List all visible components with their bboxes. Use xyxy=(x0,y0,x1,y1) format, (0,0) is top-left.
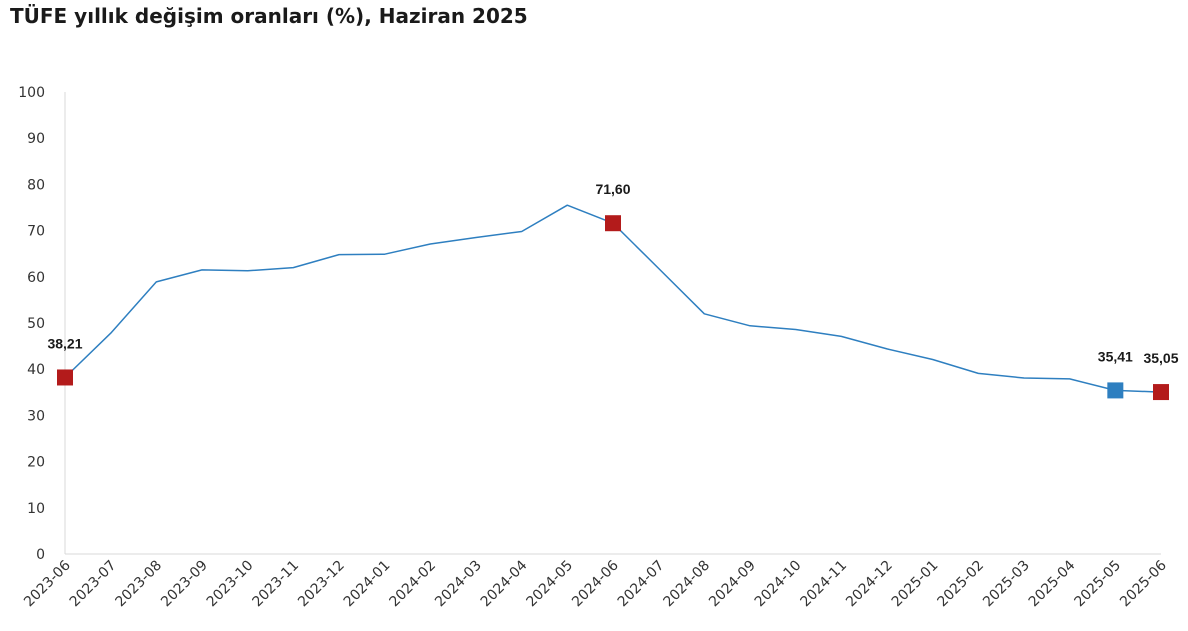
data-point xyxy=(338,253,341,256)
data-point xyxy=(292,266,295,269)
highlight-marker xyxy=(1107,382,1124,399)
data-point xyxy=(383,253,386,256)
x-tick-label: 2024-03 xyxy=(432,558,485,611)
x-tick-label: 2024-11 xyxy=(797,558,850,611)
x-tick-label: 2025-02 xyxy=(934,558,987,611)
series-layer xyxy=(64,204,1162,393)
x-tick-label: 2024-08 xyxy=(660,558,713,611)
data-point xyxy=(1023,376,1026,379)
data-point xyxy=(840,335,843,338)
x-tick-label: 2024-05 xyxy=(523,558,576,611)
data-point xyxy=(703,312,706,315)
x-tick-label: 2025-01 xyxy=(889,558,942,611)
data-point xyxy=(886,347,889,350)
data-label-layer: 38,21 71,60 35,41 35,05 xyxy=(47,181,1178,366)
y-tick-label: 30 xyxy=(27,408,45,424)
x-tick-label: 2023-12 xyxy=(295,558,348,611)
y-tick-label: 60 xyxy=(27,270,45,286)
data-point xyxy=(931,358,934,361)
x-tick-label: 2024-10 xyxy=(752,558,805,611)
data-point xyxy=(566,204,569,207)
highlight-marker xyxy=(57,369,73,386)
x-tick-label: 2024-06 xyxy=(569,557,622,610)
highlight-marker xyxy=(605,215,621,232)
data-point xyxy=(794,328,797,331)
data-point xyxy=(475,236,478,239)
data-point xyxy=(977,372,980,375)
marker-layer xyxy=(57,215,1169,401)
y-tick-label: 20 xyxy=(27,455,45,471)
y-tick-label: 40 xyxy=(27,362,45,378)
data-point xyxy=(749,324,752,327)
chart-title: TÜFE yıllık değişim oranları (%), Hazira… xyxy=(10,4,528,28)
x-tick-label: 2023-08 xyxy=(112,558,165,611)
x-tick-label: 2024-09 xyxy=(706,558,759,611)
highlight-marker xyxy=(1153,384,1169,401)
x-tick-label: 2023-10 xyxy=(204,558,257,611)
x-tick-label: 2025-04 xyxy=(1026,557,1079,610)
x-axis-ticks: 2023-062023-072023-082023-092023-102023-… xyxy=(21,557,1170,610)
series-line xyxy=(64,204,1162,393)
y-tick-label: 80 xyxy=(27,177,45,193)
data-label: 71,60 xyxy=(595,181,630,197)
data-point xyxy=(429,242,432,245)
y-tick-label: 10 xyxy=(27,501,45,517)
x-tick-label: 2024-02 xyxy=(386,558,439,611)
data-point xyxy=(657,267,660,270)
data-label: 35,41 xyxy=(1098,348,1133,364)
y-tick-label: 100 xyxy=(18,85,45,101)
x-tick-label: 2025-03 xyxy=(980,558,1033,611)
y-tick-label: 50 xyxy=(27,316,45,332)
x-tick-label: 2024-04 xyxy=(478,557,531,610)
data-label: 35,05 xyxy=(1143,350,1178,366)
x-tick-label: 2023-11 xyxy=(249,558,302,611)
x-tick-label: 2025-06 xyxy=(1117,557,1170,610)
x-tick-label: 2024-01 xyxy=(341,558,394,611)
x-tick-label: 2025-05 xyxy=(1071,558,1124,611)
x-tick-label: 2023-07 xyxy=(67,558,120,611)
data-point xyxy=(201,268,204,271)
data-point xyxy=(520,230,523,233)
data-label: 38,21 xyxy=(47,335,82,351)
data-point xyxy=(246,269,249,272)
y-tick-label: 90 xyxy=(27,131,45,147)
data-point xyxy=(1068,377,1071,380)
x-tick-label: 2024-07 xyxy=(615,558,668,611)
x-tick-label: 2024-12 xyxy=(843,558,896,611)
x-tick-label: 2023-06 xyxy=(21,557,74,610)
x-tick-label: 2023-09 xyxy=(158,558,211,611)
y-tick-label: 70 xyxy=(27,224,45,240)
y-axis-ticks: 0 10 20 30 40 50 60 70 80 90 100 xyxy=(18,85,45,563)
data-point xyxy=(109,332,112,335)
chart-axes xyxy=(64,92,1161,555)
data-point xyxy=(155,280,158,283)
y-tick-label: 0 xyxy=(36,547,45,563)
